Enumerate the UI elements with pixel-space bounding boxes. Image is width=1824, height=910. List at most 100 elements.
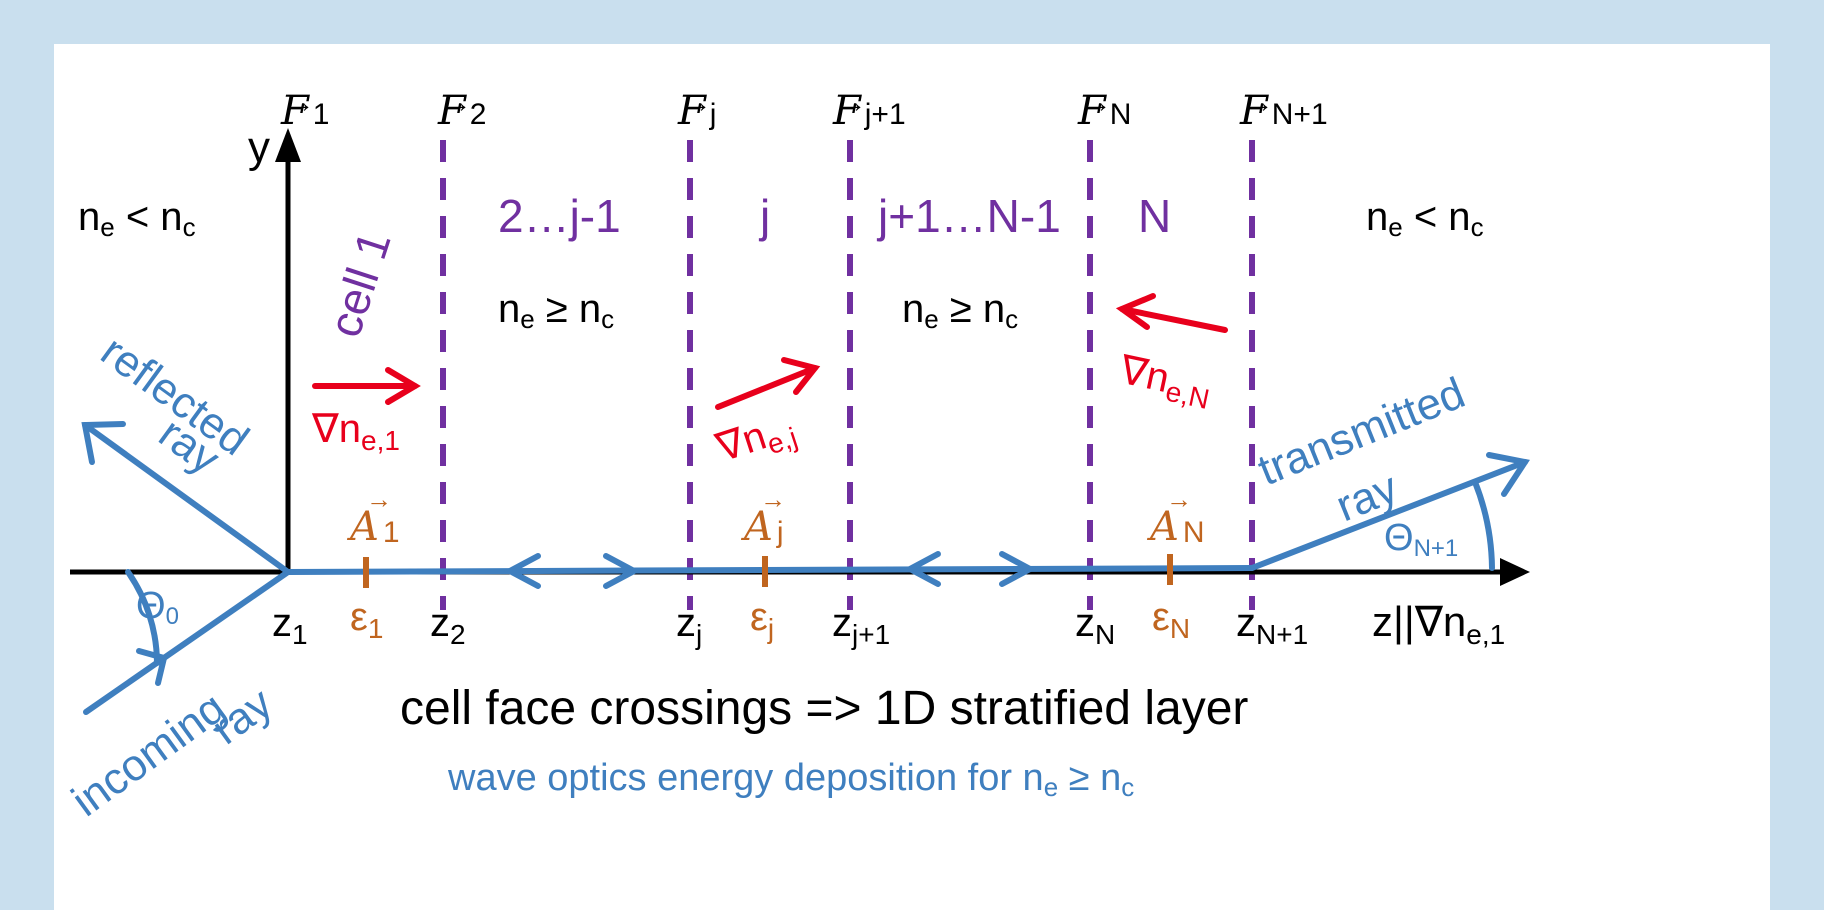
- z-position-labels: z1 z2 zj zj+1 zN zN+1: [272, 601, 1308, 650]
- face-label-2-sub: 2: [470, 98, 487, 131]
- face-label-1-symbol: F: [280, 88, 310, 134]
- gradient-arrow-j: [715, 365, 818, 410]
- transmitted-ray-line: [1249, 459, 1528, 571]
- gradient-labels: ∇ne,1 ∇ne,j ∇ne,N: [311, 348, 1216, 475]
- face-label-j-symbol: F: [677, 88, 707, 134]
- theta-n1-label: ΘN+1: [1384, 517, 1458, 562]
- epsilon-label-n: εN: [1152, 595, 1190, 644]
- cell-labels: cell 1 2…j-1 j j+1…N-1 N: [318, 190, 1171, 343]
- gradient-label-j: ∇ne,j: [710, 404, 801, 475]
- bidirectional-arrow-right-head-1: [603, 553, 641, 589]
- density-labels: ne < nc ne ≥ nc ne ≥ nc ne < nc: [78, 195, 1484, 334]
- face-label-1-sub: 1: [313, 98, 330, 131]
- reflected-ray-line: [82, 422, 291, 575]
- face-label-j1-symbol: F: [832, 88, 862, 134]
- density-label-mid1: ne ≥ nc: [498, 287, 614, 334]
- svg-text:→: →: [760, 484, 786, 514]
- cell-label-1: cell 1: [318, 225, 401, 343]
- face-label-j1-sub: j+1: [864, 98, 906, 131]
- y-axis-label: y: [248, 123, 270, 172]
- cell-label-range2: j+1…N-1: [876, 190, 1061, 242]
- incoming-ray-label-2: ray: [203, 679, 281, 755]
- theta0-arc: [125, 569, 160, 666]
- caption: cell face crossings => 1D stratified lay…: [400, 682, 1248, 735]
- z-label-n1: zN+1: [1236, 601, 1308, 650]
- transmitted-ray-arrowhead: [1486, 452, 1530, 497]
- bidirectional-arrow-left-head-1: [503, 553, 541, 589]
- svg-text:→: →: [286, 87, 314, 118]
- z-label-2: z2: [430, 601, 466, 650]
- face-label-2-symbol: F: [437, 88, 467, 134]
- epsilon-label-j: εj: [750, 595, 774, 644]
- face-label-n-sub: N: [1110, 98, 1132, 131]
- gradient-arrow-n-head: [1115, 293, 1156, 330]
- face-label-n1-sub: N+1: [1272, 98, 1328, 131]
- gradient-arrow-j-head: [781, 357, 821, 395]
- svg-text:→: →: [683, 87, 711, 118]
- cell-label-j: j: [758, 190, 770, 242]
- angle-labels: Θ0 ΘN+1: [136, 517, 1458, 630]
- svg-text:→: →: [1083, 87, 1111, 118]
- gradient-arrows: [312, 293, 1228, 410]
- gradient-arrow-n: [1119, 306, 1228, 333]
- svg-text:A1: A1: [346, 504, 400, 550]
- density-label-left: ne < nc: [78, 195, 196, 242]
- svg-text:Fj: Fj: [677, 88, 716, 134]
- epsilon-label-1: ε1: [350, 595, 383, 644]
- reflected-ray-arrowhead: [81, 421, 126, 465]
- z-axis-label: z||∇ne,1: [1372, 598, 1505, 650]
- cell-label-n: N: [1138, 190, 1171, 242]
- svg-text:→: →: [366, 484, 392, 514]
- bidirectional-arrow-right-head-2: [999, 551, 1037, 587]
- theta-n1-arc: [1472, 479, 1495, 571]
- stratified-ray-path: [285, 565, 1255, 575]
- face-label-n1-symbol: F: [1239, 88, 1269, 134]
- svg-text:→: →: [443, 87, 471, 118]
- theta0-label: Θ0: [136, 585, 179, 630]
- svg-text:→: →: [1166, 484, 1192, 514]
- gradient-label-1: ∇ne,1: [311, 407, 400, 456]
- ray-paths: [81, 421, 1530, 715]
- z-label-1: z1: [272, 601, 308, 650]
- gradient-label-n: ∇ne,N: [1114, 348, 1216, 415]
- face-label-n1: → F N+1: [1239, 87, 1328, 134]
- face-label-n-symbol: F: [1077, 88, 1107, 134]
- bidirectional-arrow-left-head-2: [903, 551, 941, 587]
- svg-text:Aj: Aj: [740, 504, 784, 550]
- svg-text:F2: F2: [437, 88, 486, 134]
- svg-text:→: →: [1245, 87, 1273, 118]
- svg-text:AN: AN: [1146, 504, 1205, 550]
- incoming-ray-line: [83, 569, 291, 715]
- density-label-right: ne < nc: [1366, 195, 1484, 242]
- svg-text:→: →: [838, 87, 866, 118]
- z-axis-arrowhead: [1500, 558, 1530, 586]
- subcaption: wave optics energy deposition for ne ≥ n…: [447, 757, 1134, 802]
- z-label-n: zN: [1075, 601, 1115, 650]
- face-label-j-sub: j: [709, 98, 717, 131]
- svg-text:F1: F1: [280, 88, 329, 134]
- z-label-j: zj: [676, 601, 702, 650]
- cell-label-range1: 2…j-1: [498, 190, 621, 242]
- cell-faces: [440, 140, 1255, 610]
- svg-text:FN: FN: [1077, 88, 1131, 134]
- z-label-j1: zj+1: [832, 601, 890, 650]
- incoming-ray-arrowhead: [136, 648, 168, 686]
- svg-text:Fj+1: Fj+1: [832, 88, 906, 134]
- svg-text:FN+1: F N+1: [1239, 88, 1328, 134]
- incoming-ray-label: incoming: [63, 683, 234, 826]
- y-axis-arrowhead: [275, 128, 301, 162]
- gradient-arrow-1-head: [385, 367, 421, 405]
- cell-center-ticks: [363, 554, 1173, 588]
